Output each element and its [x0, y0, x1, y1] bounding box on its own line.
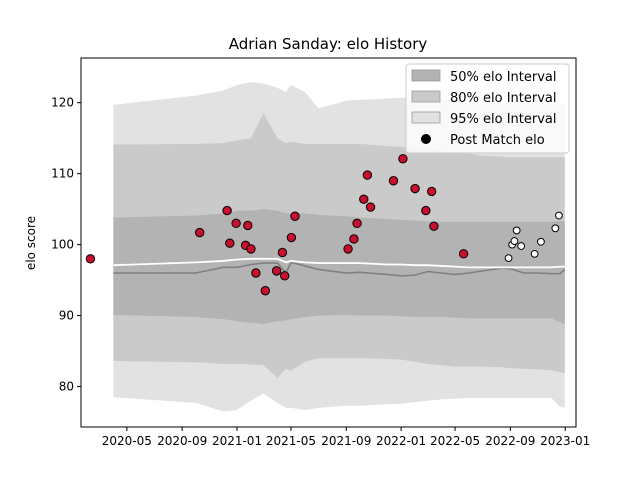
legend-swatch	[411, 111, 441, 124]
recent-match-point	[504, 254, 513, 263]
post-match-point	[421, 205, 431, 216]
legend-box	[405, 63, 570, 154]
post-match-point	[271, 266, 282, 276]
x-tick-label: 2021-09	[321, 434, 371, 448]
x-tick-label: 2020-05	[102, 434, 152, 448]
x-tick-label: 2020-09	[157, 434, 207, 448]
chart-title: Adrian Sanday: elo History	[229, 35, 428, 53]
post-match-point	[290, 211, 300, 221]
x-axis: 2020-05 2020-09 2021-01 2021-05 2021-09 2022-…	[102, 427, 590, 448]
recent-match-point	[512, 226, 521, 235]
post-match-point	[352, 218, 362, 229]
post-match-point	[85, 254, 96, 264]
plot-area	[85, 82, 566, 412]
y-tick-label: 110	[51, 167, 74, 181]
x-tick-label: 2023-01	[540, 434, 590, 448]
band-50-interval	[113, 209, 565, 325]
legend-marker	[421, 134, 431, 144]
post-match-point	[429, 221, 439, 231]
y-tick-label: 90	[59, 309, 74, 323]
y-axis-label: elo score	[24, 216, 38, 270]
legend: 50% elo Interval 80% elo Interval 95% elo …	[405, 63, 570, 154]
legend-label: 80% elo Interval	[450, 91, 557, 106]
legend-label: 50% elo Interval	[450, 70, 557, 85]
post-match-point	[225, 238, 235, 248]
y-tick-label: 80	[59, 380, 74, 394]
post-match-point	[251, 268, 261, 278]
y-axis: 80 90 100 110 120	[51, 96, 81, 394]
post-match-point	[458, 249, 469, 259]
post-match-point	[365, 202, 376, 212]
post-match-point	[388, 176, 399, 186]
recent-match-point	[517, 242, 526, 250]
x-tick-label: 2022-09	[485, 434, 535, 448]
legend-swatch	[411, 90, 441, 103]
post-match-point	[349, 234, 359, 244]
post-match-point	[410, 183, 420, 194]
match-points	[85, 154, 563, 296]
post-match-point	[246, 244, 256, 254]
post-match-point	[343, 244, 353, 254]
recent-match-point	[551, 224, 560, 233]
post-match-point	[426, 186, 437, 197]
post-match-point	[286, 232, 297, 243]
post-match-point	[194, 227, 205, 238]
recent-match-point	[530, 249, 539, 258]
post-match-point	[222, 205, 232, 216]
recent-match-point	[537, 237, 545, 246]
lower-trend-line	[113, 261, 566, 277]
interval-bands	[113, 82, 565, 412]
recent-match-point	[555, 211, 563, 220]
post-match-point	[279, 271, 290, 281]
recent-match-point	[510, 237, 519, 245]
legend-swatch	[411, 69, 441, 82]
post-match-point	[231, 218, 241, 229]
post-match-point	[243, 220, 253, 231]
post-match-point	[398, 154, 408, 164]
legend-label: Post Match elo	[450, 133, 545, 148]
x-tick-label: 2022-01	[376, 434, 426, 448]
x-tick-label: 2021-05	[266, 434, 316, 448]
axes-frame	[80, 57, 577, 428]
trend-lines	[113, 257, 566, 277]
x-tick-label: 2021-01	[212, 434, 262, 448]
post-match-point	[260, 286, 271, 296]
x-tick-label: 2022-05	[430, 434, 480, 448]
legend-label: 95% elo Interval	[450, 112, 557, 127]
post-match-point	[359, 194, 369, 204]
median-trend-line	[113, 257, 565, 269]
post-match-point	[277, 247, 288, 258]
post-match-point	[362, 170, 373, 180]
y-tick-label: 120	[51, 96, 74, 110]
y-tick-label: 100	[51, 238, 74, 252]
